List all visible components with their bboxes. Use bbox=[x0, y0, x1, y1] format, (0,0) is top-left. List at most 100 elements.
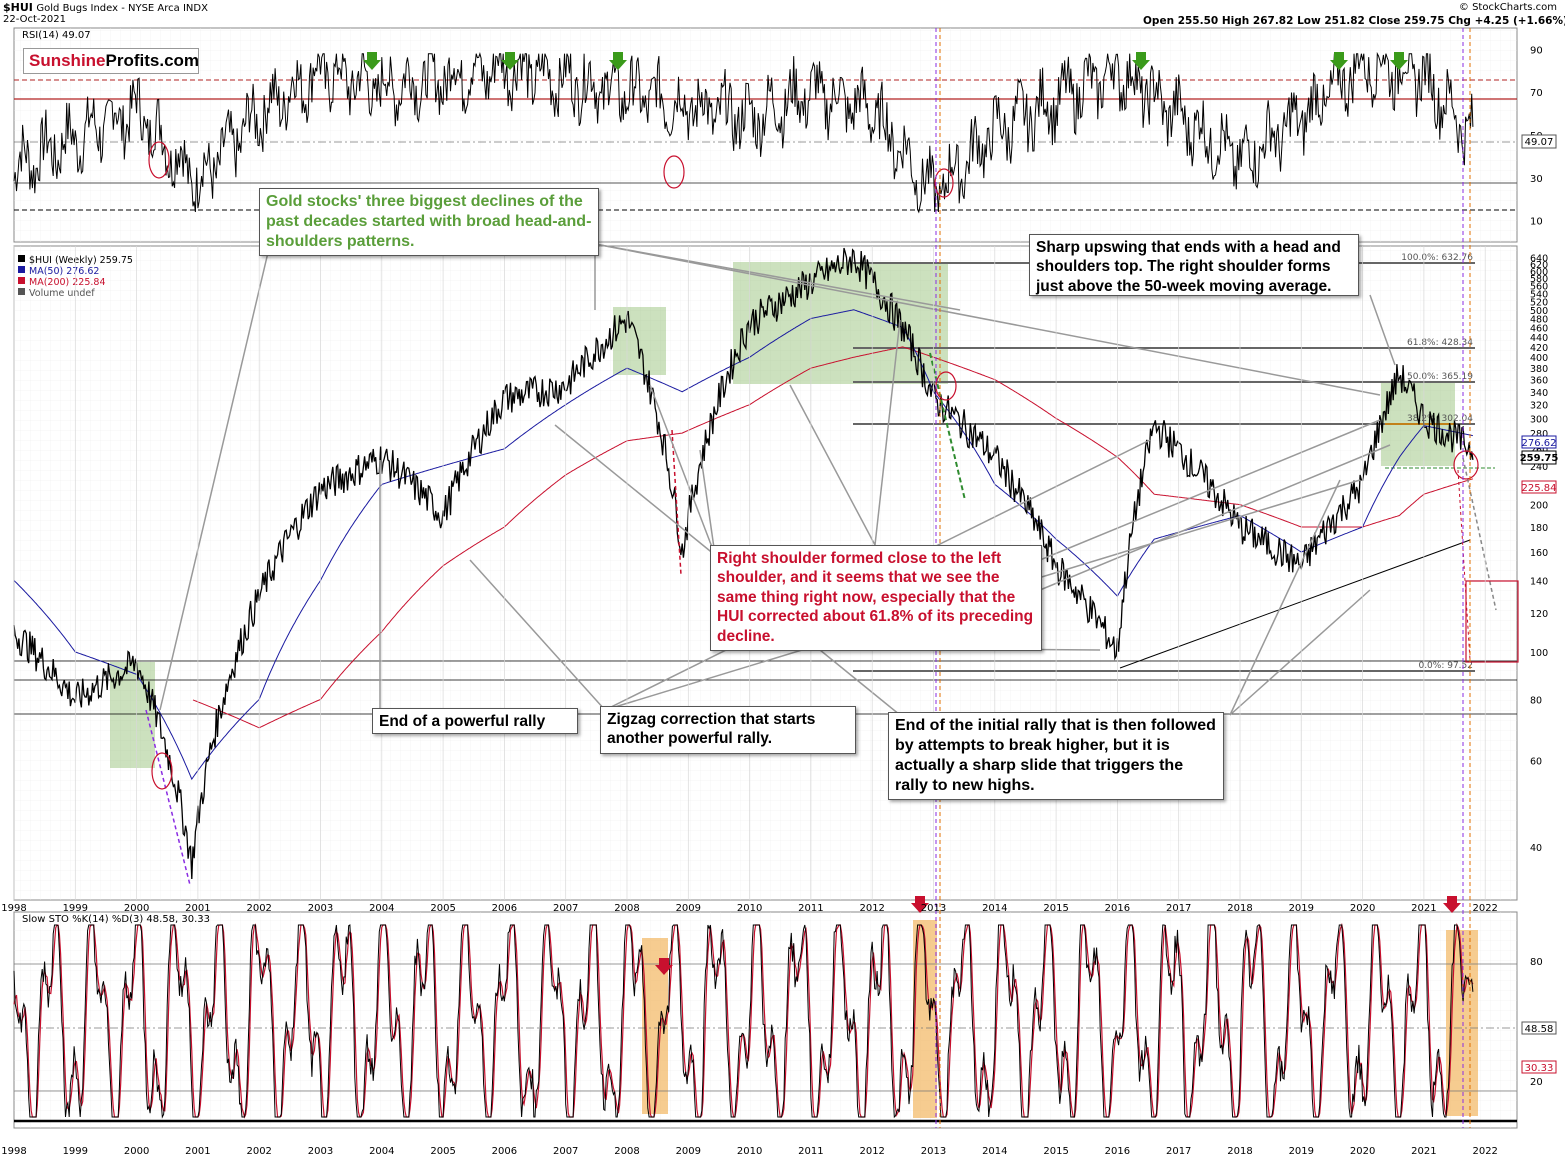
year-tick-bottom: 2010 bbox=[737, 1146, 762, 1157]
rsi-label: RSI(14) 49.07 bbox=[22, 30, 91, 41]
ma200-tag: 225.84 bbox=[1522, 483, 1557, 494]
price-tick: 640 bbox=[1530, 253, 1548, 264]
year-tick-top: 2012 bbox=[859, 903, 884, 914]
year-tick-top: 2015 bbox=[1043, 903, 1068, 914]
year-tick-bottom: 2006 bbox=[492, 1146, 517, 1157]
annotation-hs-declines-text: Gold stocks' three biggest declines of t… bbox=[266, 193, 592, 250]
price-tick: 560 bbox=[1530, 282, 1548, 293]
sto-label: Slow STO %K(14) %D(3) 48.58, 30.33 bbox=[22, 914, 210, 925]
price-tick: 160 bbox=[1530, 548, 1548, 559]
price-tick: 300 bbox=[1530, 414, 1548, 425]
chart-header-symbol: $HUI Gold Bugs Index - NYSE Arca INDX bbox=[3, 1, 208, 14]
annotation-zigzag: Zigzag correction that starts another po… bbox=[600, 706, 856, 754]
year-tick-bottom: 2011 bbox=[798, 1146, 823, 1157]
year-tick-bottom: 2002 bbox=[246, 1146, 271, 1157]
symbol-name: Gold Bugs Index - NYSE Arca INDX bbox=[36, 3, 208, 14]
rsi-tick: 30 bbox=[1530, 174, 1543, 185]
year-tick-bottom: 1999 bbox=[63, 1146, 88, 1157]
close-tag: 259.75 bbox=[1520, 453, 1559, 464]
year-tick-bottom: 2014 bbox=[982, 1146, 1007, 1157]
year-tick-bottom: 1998 bbox=[1, 1146, 26, 1157]
rsi-panel: 9070503010 RSI(14) 49.07 49.07 bbox=[13, 27, 1557, 243]
year-tick-bottom: 2008 bbox=[614, 1146, 639, 1157]
price-tick: 540 bbox=[1530, 289, 1548, 300]
price-tick: 460 bbox=[1530, 324, 1548, 335]
green-arrow-icon bbox=[1330, 52, 1348, 70]
chart-date: 22-Oct-2021 bbox=[3, 14, 66, 25]
year-tick-bottom: 2020 bbox=[1350, 1146, 1375, 1157]
year-tick-bottom: 2004 bbox=[369, 1146, 394, 1157]
legend-entry: MA(50) 276.62 bbox=[29, 266, 99, 277]
symbol: $HUI bbox=[3, 1, 33, 14]
price-tick: 280 bbox=[1530, 429, 1548, 440]
fib-label: 100.0%: 632.76 bbox=[1401, 253, 1473, 263]
year-tick-top: 2001 bbox=[185, 903, 210, 914]
rsi-tick: 70 bbox=[1530, 88, 1543, 99]
green-arrow-icon bbox=[1390, 52, 1408, 70]
year-tick-top: 2005 bbox=[430, 903, 455, 914]
price-tick: 140 bbox=[1530, 576, 1548, 587]
year-tick-top: 2011 bbox=[798, 903, 823, 914]
price-tick: 440 bbox=[1530, 333, 1548, 344]
ma50-line bbox=[13, 309, 1474, 781]
red-arrow-icon bbox=[655, 958, 673, 975]
price-tick: 180 bbox=[1530, 523, 1548, 534]
year-tick-top: 2010 bbox=[737, 903, 762, 914]
year-tick-top: 2020 bbox=[1350, 903, 1375, 914]
price-tick: 360 bbox=[1530, 376, 1548, 387]
green-arrow-icon bbox=[609, 52, 627, 70]
red-arrow-icon bbox=[1443, 896, 1461, 913]
year-tick-bottom: 2007 bbox=[553, 1146, 578, 1157]
annotation-sharp-upswing: Sharp upswing that ends with a head and … bbox=[1029, 234, 1359, 296]
annotation-sharp-upswing-text: Sharp upswing that ends with a head and … bbox=[1036, 239, 1341, 295]
rsi-tick: 90 bbox=[1530, 45, 1543, 56]
price-tick: 60 bbox=[1530, 757, 1542, 768]
price-tick: 40 bbox=[1530, 843, 1542, 854]
rsi-line bbox=[13, 51, 1474, 214]
price-tick: 400 bbox=[1530, 353, 1548, 364]
price-tick: 320 bbox=[1530, 401, 1548, 412]
legend-entry: Volume undef bbox=[29, 288, 95, 299]
year-tick-top: 2018 bbox=[1227, 903, 1252, 914]
price-tick: 80 bbox=[1530, 695, 1542, 706]
year-tick-top: 2014 bbox=[982, 903, 1007, 914]
sto-tag-k: 48.58 bbox=[1525, 1024, 1554, 1035]
price-tick: 420 bbox=[1530, 343, 1548, 354]
year-tick-bottom: 2005 bbox=[430, 1146, 455, 1157]
year-tick-bottom: 2019 bbox=[1289, 1146, 1314, 1157]
legend-swatch bbox=[18, 288, 25, 295]
annotation-end-rally: End of a powerful rally bbox=[372, 708, 578, 734]
year-tick-top: 2022 bbox=[1472, 903, 1497, 914]
price-tick: 580 bbox=[1530, 274, 1548, 285]
year-tick-top: 2002 bbox=[246, 903, 271, 914]
year-tick-bottom: 2017 bbox=[1166, 1146, 1191, 1157]
sto-tick: 20 bbox=[1530, 1077, 1543, 1088]
year-tick-bottom: 2022 bbox=[1472, 1146, 1497, 1157]
year-tick-top: 2021 bbox=[1411, 903, 1436, 914]
sunshine-profits-logo: SunshineProfits.com bbox=[23, 48, 199, 74]
year-tick-top: 2007 bbox=[553, 903, 578, 914]
year-tick-top: 2009 bbox=[676, 903, 701, 914]
legend-entry: $HUI (Weekly) 259.75 bbox=[29, 255, 133, 266]
year-tick-bottom: 2003 bbox=[308, 1146, 333, 1157]
annotation-right-shoulder-text: Right shoulder formed close to the left … bbox=[717, 550, 1034, 645]
green-arrow-icon bbox=[363, 52, 381, 70]
rsi-tick: 10 bbox=[1530, 217, 1543, 228]
year-tick-top: 1999 bbox=[63, 903, 88, 914]
annotation-hs-declines: Gold stocks' three biggest declines of t… bbox=[259, 188, 599, 256]
annotation-right-shoulder: Right shoulder formed close to the left … bbox=[710, 545, 1042, 651]
ohlc-readout: Open 255.50 High 267.82 Low 251.82 Close… bbox=[1143, 15, 1565, 27]
fib-label: 38.2%: 302.04 bbox=[1407, 414, 1473, 424]
price-tick: 520 bbox=[1530, 297, 1548, 308]
year-tick-top: 2008 bbox=[614, 903, 639, 914]
price-tick: 480 bbox=[1530, 314, 1548, 325]
year-tick-bottom: 2016 bbox=[1105, 1146, 1130, 1157]
annotation-zigzag-text: Zigzag correction that starts another po… bbox=[607, 711, 816, 748]
green-arrow-icon bbox=[1132, 52, 1150, 70]
price-tick: 600 bbox=[1530, 267, 1548, 278]
price-tick: 120 bbox=[1530, 609, 1548, 620]
year-tick-top: 1998 bbox=[1, 903, 26, 914]
year-tick-top: 2003 bbox=[308, 903, 333, 914]
legend-swatch bbox=[18, 277, 25, 284]
